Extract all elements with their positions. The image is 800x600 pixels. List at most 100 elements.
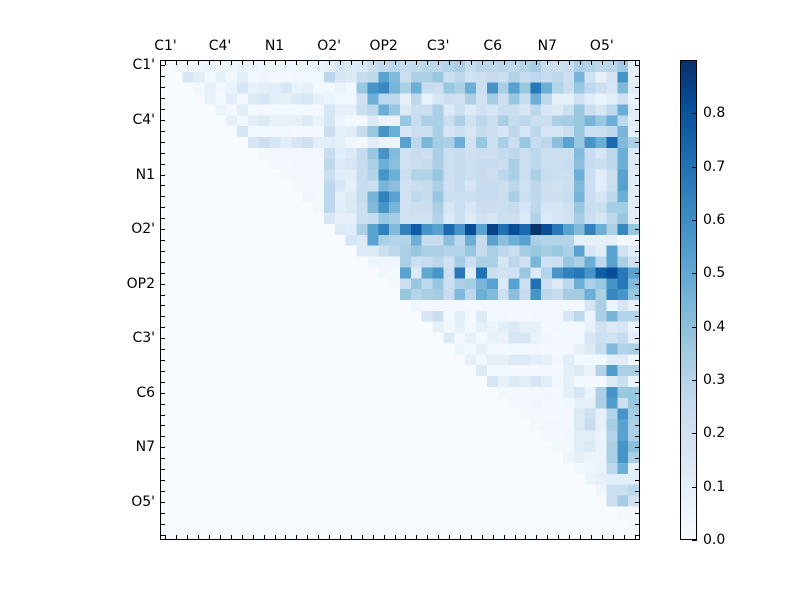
heatmap-cell — [334, 343, 346, 355]
heatmap-cell — [313, 517, 325, 529]
heatmap-cell — [291, 213, 303, 225]
heatmap-cell — [247, 452, 259, 464]
heatmap-cell — [573, 462, 585, 475]
heatmap-cell — [323, 473, 336, 485]
heatmap-cell — [280, 462, 292, 475]
heatmap-cell — [237, 61, 249, 73]
heatmap-cell — [226, 408, 238, 420]
heatmap-cell — [432, 310, 444, 322]
heatmap-cell — [617, 452, 629, 464]
heatmap-cell — [356, 484, 368, 496]
heatmap-cell — [247, 430, 259, 442]
heatmap-cell — [562, 310, 575, 322]
heatmap-cell — [269, 169, 281, 181]
heatmap-cell — [486, 495, 498, 507]
heatmap-cell — [247, 343, 259, 355]
heatmap-cell — [280, 365, 292, 377]
heatmap-cell — [410, 61, 422, 73]
heatmap-cell — [541, 473, 553, 485]
heatmap-cell — [313, 386, 325, 398]
heatmap-cell — [606, 441, 618, 453]
heatmap-cell — [562, 104, 575, 116]
colorbar-tick-label: 0.0 — [703, 532, 726, 548]
heatmap-cell — [378, 441, 390, 453]
heatmap-cell — [541, 528, 553, 539]
heatmap-cell — [595, 104, 607, 116]
heatmap-cell — [486, 147, 498, 159]
heatmap-cell — [367, 462, 379, 475]
heatmap-cell — [465, 300, 477, 312]
colorbar-tick — [692, 486, 697, 488]
heatmap-cell — [323, 484, 336, 496]
x-tick — [329, 535, 331, 540]
heatmap-cell — [204, 528, 216, 539]
heatmap-cell — [573, 517, 585, 529]
heatmap-cell — [443, 126, 455, 138]
heatmap-cell — [400, 289, 412, 301]
heatmap-cell — [389, 82, 401, 94]
heatmap-cell — [269, 223, 281, 236]
heatmap-cell — [606, 289, 618, 301]
y-tick — [160, 294, 165, 296]
y-tick — [160, 469, 165, 471]
heatmap-cell — [519, 223, 531, 236]
y-tick — [635, 141, 640, 143]
heatmap-cell — [628, 495, 639, 507]
heatmap-cell — [552, 365, 564, 377]
heatmap-cell — [530, 71, 542, 83]
heatmap-cell — [356, 202, 368, 214]
heatmap-cell — [226, 300, 238, 312]
heatmap-cell — [573, 267, 585, 279]
heatmap-cell — [552, 191, 564, 203]
heatmap-cell — [454, 332, 466, 344]
heatmap-cell — [204, 245, 216, 257]
heatmap-cell — [573, 397, 585, 409]
heatmap-cell — [171, 300, 183, 312]
y-tick — [160, 109, 165, 111]
heatmap-cell — [476, 137, 488, 149]
heatmap-cell — [345, 191, 357, 203]
heatmap-cell — [432, 365, 444, 377]
heatmap-cell — [345, 473, 357, 485]
heatmap-cell — [410, 386, 422, 398]
heatmap-cell — [552, 93, 564, 105]
heatmap-cell — [562, 245, 575, 257]
heatmap-cell — [454, 506, 466, 518]
x-tick-label: O2' — [317, 38, 341, 54]
heatmap-cell — [508, 213, 520, 225]
heatmap-cell — [378, 82, 390, 94]
x-tick — [547, 535, 549, 540]
heatmap-cell — [204, 397, 216, 409]
heatmap-cell — [171, 289, 183, 301]
heatmap-cell — [161, 430, 173, 442]
heatmap-cell — [443, 419, 455, 431]
heatmap-cell — [421, 147, 433, 159]
heatmap-cell — [541, 332, 553, 344]
heatmap-cell — [215, 354, 227, 366]
x-tick — [307, 535, 309, 540]
heatmap-cell — [258, 126, 270, 138]
x-tick — [285, 60, 287, 65]
heatmap-cell — [421, 321, 433, 333]
heatmap-cell — [476, 245, 488, 257]
heatmap-cell — [454, 202, 466, 214]
heatmap-cell — [269, 332, 281, 344]
heatmap-cell — [389, 517, 401, 529]
heatmap-cell — [530, 256, 542, 268]
heatmap-cell — [432, 300, 444, 312]
heatmap-cell — [541, 419, 553, 431]
heatmap-cell — [465, 343, 477, 355]
heatmap-cell — [519, 147, 531, 159]
heatmap-cell — [584, 278, 596, 290]
heatmap-cell — [432, 321, 444, 333]
heatmap-cell — [247, 202, 259, 214]
heatmap-cell — [313, 289, 325, 301]
heatmap-cell — [280, 104, 292, 116]
heatmap-cell — [486, 82, 498, 94]
heatmap-cell — [584, 397, 596, 409]
heatmap-cell — [519, 484, 531, 496]
heatmap-cell — [465, 256, 477, 268]
heatmap-cell — [486, 473, 498, 485]
heatmap-cell — [237, 343, 249, 355]
heatmap-cell — [410, 137, 422, 149]
